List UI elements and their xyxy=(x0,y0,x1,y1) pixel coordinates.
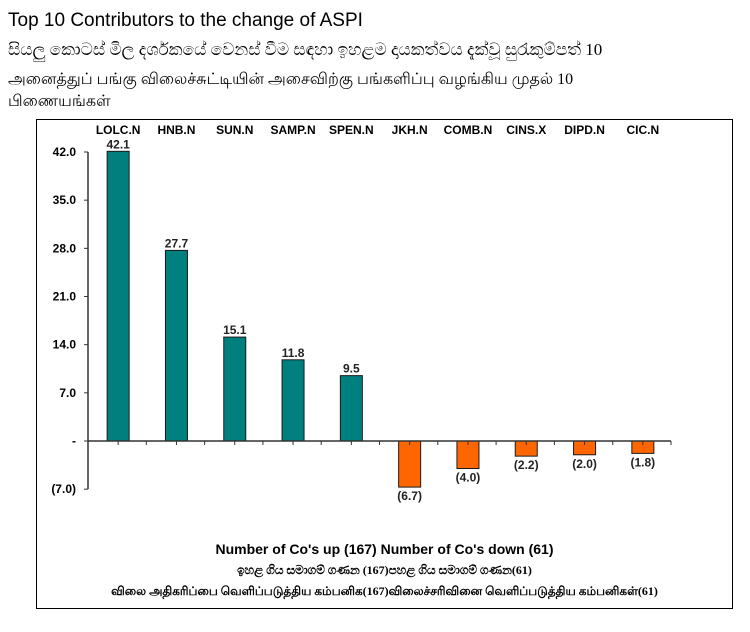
category-label: COMB.N xyxy=(444,123,493,137)
category-label: SPEN.N xyxy=(329,123,374,137)
category-label: JKH.N xyxy=(392,123,428,137)
bar-value-label: 15.1 xyxy=(223,323,247,337)
bar xyxy=(223,336,247,442)
bar xyxy=(164,249,188,442)
footer-english: Number of Co's up (167) Number of Co's d… xyxy=(215,541,554,557)
bar-value-label: (2.2) xyxy=(514,458,539,472)
y-tick-label: 28.0 xyxy=(53,241,77,255)
y-tick-label: 35.0 xyxy=(53,193,77,207)
category-label: SAMP.N xyxy=(270,123,315,137)
chart-frame xyxy=(36,119,733,609)
bar-value-label: (6.7) xyxy=(397,489,422,503)
y-tick-label: 7.0 xyxy=(59,386,76,400)
y-tick-label: (7.0) xyxy=(51,482,76,496)
category-label: LOLC.N xyxy=(96,123,141,137)
category-label: HNB.N xyxy=(157,123,195,137)
bar xyxy=(456,440,480,470)
chart-subtitle-tamil: அனைத்துப் பங்கு விலைச்சுட்டியின் அசைவிற்… xyxy=(8,71,574,110)
bar-value-label: (1.8) xyxy=(631,455,656,469)
bar-value-label: (2.0) xyxy=(572,457,597,471)
category-label: CIC.N xyxy=(627,123,660,137)
category-label: DIPD.N xyxy=(564,123,605,137)
bar-value-label: 9.5 xyxy=(343,362,360,376)
bar xyxy=(281,359,305,442)
bar-value-label: 11.8 xyxy=(282,346,305,360)
chart-title: Top 10 Contributors to the change of ASP… xyxy=(8,10,363,31)
y-tick-label: 21.0 xyxy=(53,290,77,304)
bar xyxy=(398,440,422,488)
bar-value-label: 27.7 xyxy=(165,236,189,250)
y-tick-label: - xyxy=(72,434,76,448)
category-label: CINS.X xyxy=(506,123,546,137)
bar xyxy=(106,150,130,442)
bar-value-label: 42.1 xyxy=(106,137,130,151)
y-tick-label: 14.0 xyxy=(53,338,77,352)
chart-subtitle-sinhala: සියලු කොටස් මිල දර්ශකයේ වෙනස් වීම සඳහා ඉ… xyxy=(8,40,603,59)
footer-sinhala: ඉහළ ගිය සමාගම් ගණන (167)පහළ ගිය සමාගම් ග… xyxy=(237,563,532,577)
y-tick-label: 42.0 xyxy=(53,145,77,159)
bar-value-label: (4.0) xyxy=(456,471,481,485)
footer-tamil: விலை அதிகரிப்பை வெளிப்படுத்திய கம்பனிக(1… xyxy=(111,584,658,598)
bar xyxy=(339,375,363,442)
category-label: SUN.N xyxy=(216,123,253,137)
